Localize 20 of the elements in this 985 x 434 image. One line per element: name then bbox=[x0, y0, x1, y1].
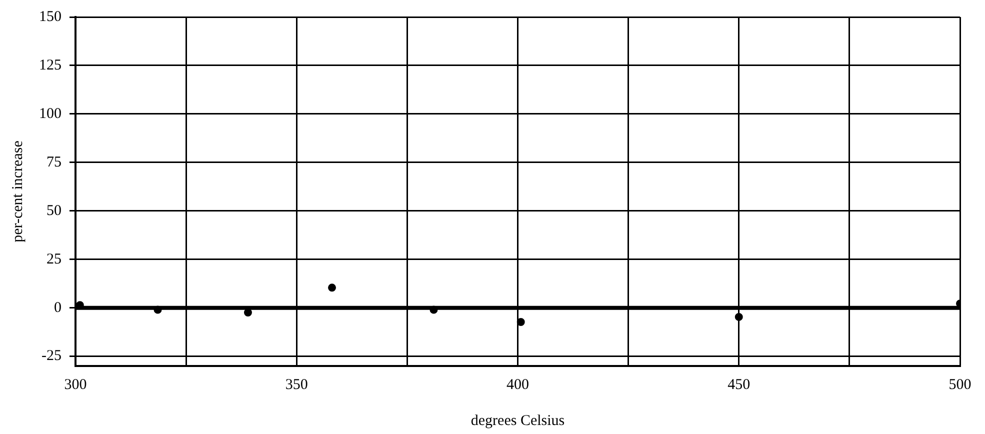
x-tick-label: 350 bbox=[285, 376, 308, 393]
point bbox=[734, 312, 743, 321]
y-tick-label: 100 bbox=[39, 106, 62, 122]
y-tick-label: 150 bbox=[39, 8, 62, 25]
y-tick-label: 0 bbox=[54, 300, 62, 316]
point bbox=[154, 306, 162, 314]
x-tick-label: 400 bbox=[506, 376, 529, 393]
point bbox=[328, 284, 336, 292]
y-tick-label: 25 bbox=[46, 251, 62, 268]
y-axis-title: per-cent increase bbox=[10, 140, 26, 242]
y-tick-label: 125 bbox=[39, 57, 62, 74]
point bbox=[430, 306, 438, 314]
x-axis-title: degrees Celsius bbox=[470, 412, 565, 429]
x-tick-label: 300 bbox=[64, 376, 87, 393]
point bbox=[516, 318, 525, 326]
x-tick-label: 450 bbox=[728, 376, 750, 393]
y-tick-label: -25 bbox=[42, 348, 62, 364]
y-tick-label: 75 bbox=[46, 154, 62, 170]
x-tick-label: 500 bbox=[948, 376, 972, 393]
y-tick-label: 50 bbox=[46, 202, 62, 219]
